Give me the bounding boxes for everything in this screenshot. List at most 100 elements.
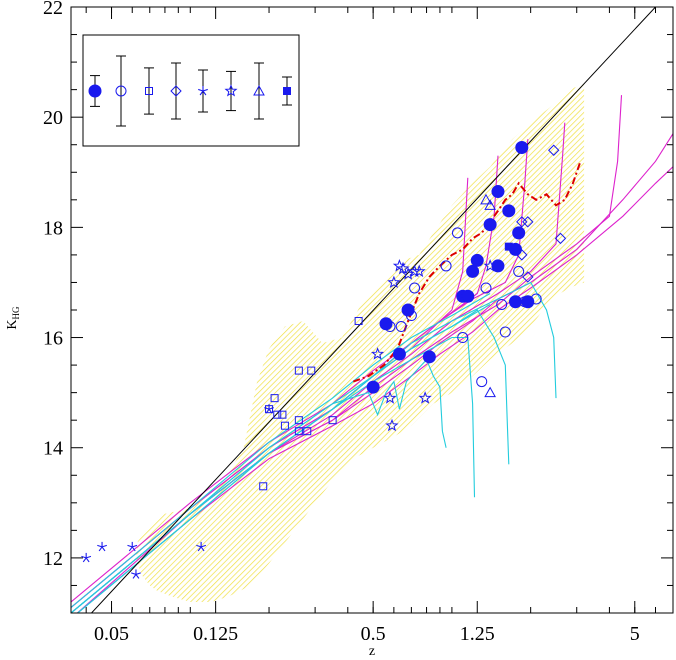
asterisk-point-0 [81, 552, 92, 563]
open-circle-point-9 [496, 298, 508, 310]
asterisk-ray [131, 546, 136, 552]
open-square-marker [294, 427, 303, 436]
open-star-point-7 [407, 264, 422, 278]
open-circle-marker [496, 298, 508, 310]
open-circle-marker [519, 296, 531, 308]
open-triangle-marker [253, 84, 265, 96]
filled-circle-marker [515, 140, 529, 154]
open-star-marker [412, 264, 426, 278]
open-star-point-2 [385, 418, 399, 432]
open-star-marker [407, 264, 422, 278]
filled-circle-marker [366, 380, 380, 394]
open-square-point-3 [278, 410, 287, 419]
open-diamond-marker [522, 216, 534, 228]
open-circle-marker [440, 260, 452, 272]
open-circle-point-11 [513, 265, 525, 277]
y-tick-label-1: 14 [43, 438, 63, 460]
open-circle-point-13 [519, 296, 531, 308]
y-tick-label-2: 16 [43, 328, 63, 350]
legend-marker-asterisk [198, 86, 208, 96]
open-star-point-1 [383, 391, 397, 404]
asterisk-ray [135, 572, 141, 575]
y-tick-label-5: 22 [43, 0, 63, 19]
asterisk-ray [127, 544, 133, 548]
filled-circle-marker [491, 185, 505, 199]
open-star-marker [483, 258, 497, 272]
open-square-marker [259, 482, 268, 491]
open-diamond-point-3 [522, 271, 534, 283]
asterisk-ray [135, 574, 140, 579]
open-circle-point-12 [530, 293, 542, 305]
open-star-marker [385, 418, 399, 432]
open-diamond-point-5 [554, 232, 567, 245]
open-circle-point-6 [457, 332, 469, 344]
open-square-marker [270, 394, 279, 403]
shaded-region [136, 84, 585, 603]
open-triangle-marker [484, 386, 496, 398]
open-circle-marker [409, 282, 421, 294]
x-tick-label-4: 5 [630, 623, 640, 645]
open-star-marker [383, 391, 397, 404]
asterisk-ray [86, 555, 92, 559]
open-circle-marker [530, 293, 542, 305]
filled-circle-marker [392, 347, 406, 361]
open-circle-point-1 [395, 321, 407, 333]
open-triangle-marker [480, 193, 492, 205]
cyan-model-curve-5 [71, 293, 491, 608]
filled-circle-marker [483, 218, 497, 232]
open-diamond-point-2 [516, 249, 528, 261]
filled-circle-marker [512, 226, 526, 240]
asterisk-ray [97, 544, 103, 548]
asterisk-ray [101, 546, 106, 552]
open-square-point-9 [307, 366, 316, 375]
filled-circle-point-8 [470, 253, 484, 267]
hubble-line [90, 7, 656, 613]
open-star-marker [418, 391, 432, 404]
filled-square-marker [504, 242, 513, 251]
open-square-marker [280, 421, 289, 430]
legend-marker-open-circle [115, 85, 127, 97]
open-square-marker [303, 427, 312, 436]
asterisk-ray [265, 408, 270, 414]
cyan-model-curve-3 [71, 281, 557, 613]
filled-circle-marker [502, 204, 516, 218]
legend-marker-open-triangle [253, 84, 265, 96]
filled-square-point-0 [504, 242, 513, 251]
open-star-marker [387, 275, 401, 289]
asterisk-ray [197, 546, 202, 552]
filled-circle-point-15 [515, 140, 529, 154]
y-tick-label-0: 12 [43, 548, 63, 570]
asterisk-point-2 [127, 541, 138, 552]
filled-circle-point-4 [422, 350, 436, 364]
y-tick-label-3: 18 [43, 217, 63, 239]
open-triangle-point-0 [480, 193, 492, 205]
open-triangle-point-2 [484, 386, 496, 398]
asterisk-point-5 [264, 404, 274, 414]
open-square-marker [307, 366, 316, 375]
asterisk-ray [202, 88, 208, 92]
open-circle-marker [513, 265, 525, 277]
data-points [81, 140, 567, 579]
open-square-point-10 [328, 416, 337, 425]
open-square-point-5 [294, 427, 303, 436]
x-tick-label-3: 1.25 [460, 623, 495, 645]
asterisk-ray [101, 544, 107, 548]
filled-circle-marker [491, 259, 505, 273]
open-circle-marker [476, 376, 488, 388]
open-circle-point-3 [409, 282, 421, 294]
open-square-point-7 [294, 366, 303, 375]
open-star-marker [224, 84, 238, 97]
asterisk-ray [264, 407, 270, 410]
open-circle-marker [451, 227, 463, 239]
y-axis-label: KHG [5, 306, 21, 330]
open-square-point-8 [303, 427, 312, 436]
asterisk-ray [200, 546, 205, 552]
asterisk-ray [81, 555, 87, 559]
filled-circle-point-3 [401, 303, 415, 317]
open-square-marker [294, 416, 303, 425]
open-circle-point-0 [384, 321, 396, 333]
x-tick-label-0: 0.05 [94, 623, 129, 645]
filled-circle-point-12 [502, 204, 516, 218]
y-tick-label-4: 20 [43, 107, 63, 129]
